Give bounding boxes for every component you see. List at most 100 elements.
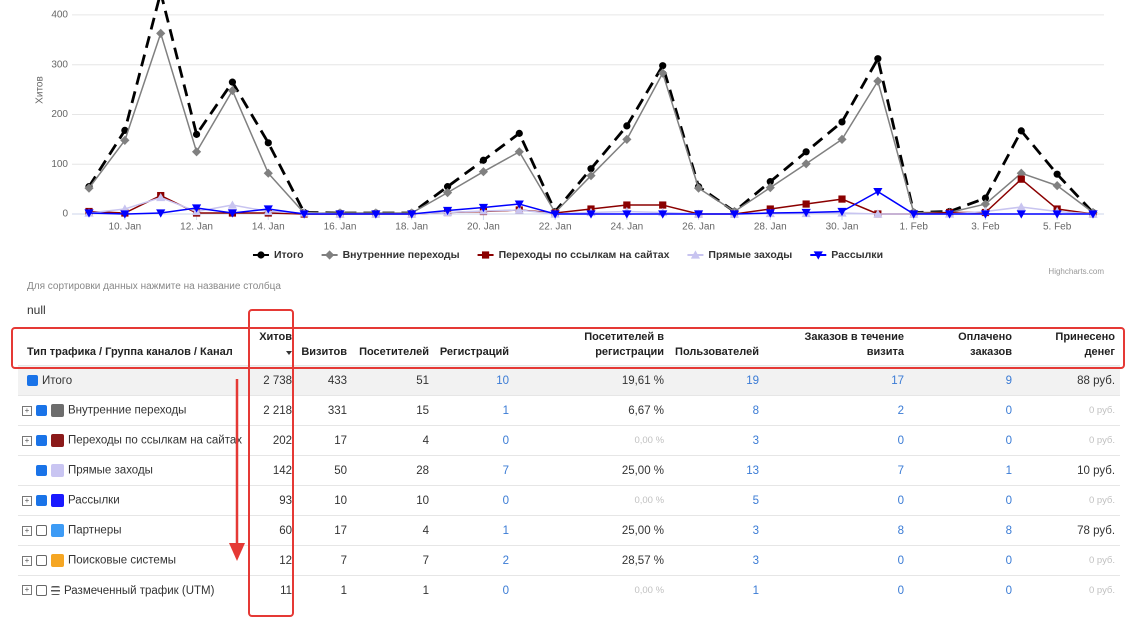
value-cell[interactable]: 3 (669, 545, 765, 576)
marker (693, 210, 704, 219)
value-cell: 88 руб. (1017, 365, 1121, 396)
column-header[interactable]: Пользователей (669, 330, 764, 366)
marker (227, 200, 238, 209)
column-header[interactable]: Посетителей в регистрации (514, 330, 669, 366)
value-cell[interactable]: 8 (669, 395, 765, 426)
header-text: Хитов (259, 331, 293, 343)
legend-item: Итого (252, 249, 304, 261)
marker (479, 156, 488, 164)
value-cell: 11 (247, 575, 298, 605)
value-cell[interactable]: 1 (909, 455, 1018, 486)
marker (227, 85, 238, 96)
value-cell[interactable]: 0 (909, 575, 1018, 605)
checkbox[interactable] (36, 465, 47, 476)
value-cell[interactable]: 5 (669, 485, 765, 516)
value-cell[interactable]: 0 (434, 575, 515, 605)
channel-name: Прямые заходы (68, 464, 153, 477)
expand-toggle[interactable]: + (22, 525, 32, 536)
value-cell[interactable]: 0 (909, 395, 1018, 426)
marker (690, 250, 701, 259)
column-header[interactable]: Заказов в течение визита (764, 330, 909, 366)
value-cell[interactable]: 0 (764, 575, 910, 605)
value-cell[interactable]: 1 (434, 515, 515, 546)
value-cell[interactable]: 1 (669, 575, 765, 605)
value-cell: 142 (247, 455, 298, 486)
marker (191, 204, 202, 213)
checkbox[interactable] (27, 374, 38, 386)
checkbox[interactable] (36, 495, 47, 506)
value-cell: 7 (297, 545, 353, 576)
value-cell[interactable]: 3 (669, 515, 765, 546)
value-cell[interactable]: 2 (764, 395, 910, 426)
expand-toggle[interactable]: + (22, 555, 32, 566)
value-cell[interactable]: 10 (434, 365, 515, 396)
expand-toggle[interactable]: + (22, 585, 32, 596)
value-cell[interactable]: 0 (434, 485, 515, 516)
column-header[interactable]: Тип трафика / Группа каналов / Канал (18, 330, 247, 366)
column-header[interactable]: Хитов (247, 330, 297, 366)
value-cell[interactable]: 8 (764, 515, 910, 546)
marker (481, 251, 490, 259)
column-header[interactable]: Посетителей (352, 330, 434, 366)
channel-cell: Итого (18, 365, 248, 396)
marker (1016, 202, 1026, 211)
x-tick-label: 5. Feb (1043, 222, 1072, 233)
expand-toggle[interactable]: + (22, 405, 32, 416)
marker (263, 168, 273, 178)
marker (623, 122, 631, 130)
marker (813, 251, 823, 260)
marker (299, 210, 309, 219)
marker (191, 147, 202, 157)
expand-toggle[interactable]: + (22, 435, 32, 446)
value-cell: 15 (352, 395, 435, 426)
marker (371, 210, 381, 219)
value-cell[interactable]: 9 (909, 365, 1018, 396)
column-header[interactable]: Регистраций (434, 330, 514, 366)
value-cell[interactable]: 8 (909, 515, 1018, 546)
value-cell[interactable]: 0 (909, 425, 1018, 456)
value-cell[interactable]: 1 (434, 395, 515, 426)
table-row: + Рассылки 93 10 10 0 0,00 % 5 0 0 0 руб. (18, 485, 1121, 516)
value-cell: 202 (247, 425, 298, 456)
value-cell[interactable]: 19 (669, 365, 765, 396)
value-cell[interactable]: 0 (909, 485, 1018, 516)
checkbox[interactable] (36, 584, 47, 596)
channel-icon (51, 404, 64, 417)
checkbox[interactable] (36, 525, 47, 536)
value-cell: 1 (297, 575, 353, 605)
value-cell[interactable]: 0 (434, 425, 515, 456)
value-cell: 25,00 % (514, 515, 670, 546)
column-header[interactable]: Принесено денег (1017, 330, 1120, 366)
marker (227, 209, 238, 218)
value-cell[interactable]: 0 (909, 545, 1018, 576)
value-cell[interactable]: 7 (434, 455, 515, 486)
value-cell[interactable]: 17 (764, 365, 910, 396)
value-cell[interactable]: 0 (764, 545, 910, 576)
checkbox[interactable] (36, 435, 47, 446)
legend-label: Прямые заходы (708, 249, 792, 261)
value-cell[interactable]: 0 (764, 485, 910, 516)
legend-item: Переходы по ссылкам на сайтах (477, 249, 670, 261)
value-cell[interactable]: 3 (669, 425, 765, 456)
column-header[interactable]: Визитов (297, 330, 352, 366)
table-row: Итого 2 738 433 51 10 19,61 % 19 17 9 88 руб. (18, 365, 1121, 396)
column-header[interactable]: Оплачено заказов (909, 330, 1017, 366)
value-cell: 0,00 % (514, 575, 670, 605)
value-cell[interactable]: 13 (669, 455, 765, 486)
value-cell[interactable]: 2 (434, 545, 515, 576)
y-tick-label: 100 (51, 159, 68, 170)
header-row: Тип трафика / Группа каналов / Канал Хито… (18, 330, 1120, 366)
marker (120, 210, 130, 219)
expand-toggle[interactable]: + (22, 495, 32, 506)
channel-cell: + Партнеры (18, 515, 248, 546)
marker (325, 250, 335, 260)
value-cell[interactable]: 0 (764, 425, 910, 456)
y-axis-label: Хитов (35, 76, 46, 104)
value-cell[interactable]: 7 (764, 455, 910, 486)
marker (980, 210, 991, 219)
value-cell: 10 (297, 485, 353, 516)
checkbox[interactable] (36, 405, 47, 416)
x-tick-label: 20. Jan (467, 222, 500, 233)
checkbox[interactable] (36, 555, 47, 566)
